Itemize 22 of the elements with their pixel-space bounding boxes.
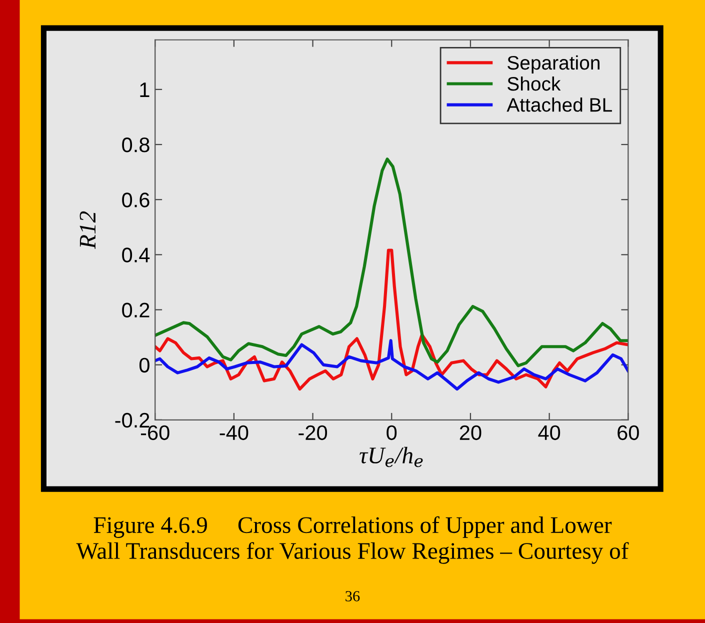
legend-label: Separation xyxy=(508,55,600,74)
y-axis-title: R12 xyxy=(80,211,96,250)
line-series xyxy=(155,248,628,391)
line-series xyxy=(155,339,628,391)
line-series xyxy=(155,158,628,368)
x-tick-label: 40 xyxy=(538,425,560,440)
caption: Figure 4.6.9 Cross Correlations of Upper and Lower Wall Transducers for Various Flow Regimes – Courtesy of xyxy=(76,516,629,564)
x-axis-title: τU$_{e}$/h$_{e}$ xyxy=(360,446,423,468)
y-tick-label: 0.6 xyxy=(122,192,150,208)
x-tick-label: 0 xyxy=(386,425,397,440)
text: 36 xyxy=(346,591,360,602)
legend-label: Attached BL xyxy=(506,98,612,112)
y-tick-label: 0.2 xyxy=(122,302,150,318)
x-tick-label: 60 xyxy=(618,425,639,440)
x-tick-label: -40 xyxy=(220,425,248,440)
y-tick-label: 0.8 xyxy=(122,138,150,152)
x-tick-label: -20 xyxy=(298,425,328,440)
y-tick-label: 0 xyxy=(139,358,150,373)
y-tick-label: 1 xyxy=(140,82,150,97)
legend-label: Shock xyxy=(508,76,561,91)
y-tick-label: 0.4 xyxy=(122,248,150,262)
x-tick-label: 20 xyxy=(460,425,482,440)
